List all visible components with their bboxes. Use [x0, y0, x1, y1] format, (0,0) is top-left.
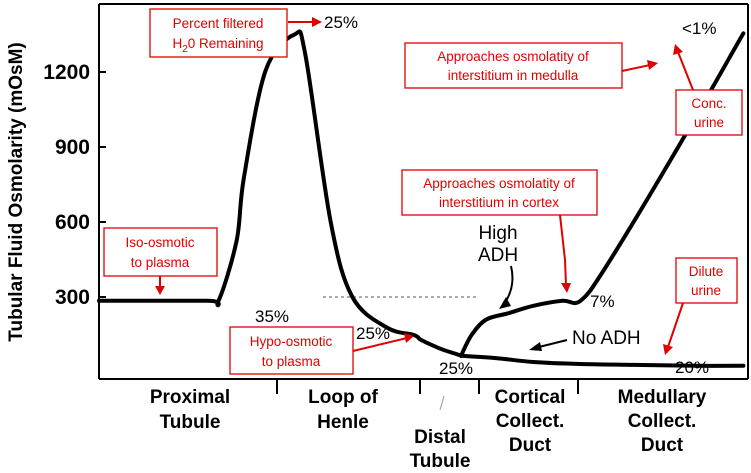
- no-adh-label: No ADH: [572, 328, 641, 349]
- series-line-high-adh: [459, 31, 746, 358]
- annotation-text-line: H20 Remaining: [172, 36, 263, 55]
- annotation-text-line: Conc.: [691, 96, 726, 111]
- series-line-main: [97, 29, 463, 358]
- segment-label-medullary: Medullary Collect. Duct: [618, 387, 707, 456]
- annotation-text-line: interstitium in cortex: [439, 195, 559, 210]
- annotation-text-line: Hypo-osmotic: [250, 334, 333, 349]
- annotation-hypo-osmotic: Hypo-osmotic to plasma: [229, 326, 414, 375]
- percent-label: 35%: [255, 307, 289, 326]
- y-tick-label: 300: [55, 286, 90, 309]
- segment-label-proximal: Proximal Tubule: [150, 387, 230, 433]
- annotation-text-line: urine: [691, 283, 721, 298]
- annotation-text-line: Dilute: [689, 264, 724, 279]
- percent-label: 25%: [324, 13, 358, 32]
- segment-label-cortical: Cortical Collect. Duct: [495, 387, 566, 456]
- no-adh-arrowhead: [529, 342, 542, 351]
- percent-label: 25%: [439, 359, 473, 378]
- no-adh-pointer: [538, 339, 568, 348]
- annotation-text-line: Approaches osmolatity of: [423, 176, 575, 191]
- annotation-text-line: Percent filtered: [173, 16, 264, 31]
- segment-label-distal: Distal Tubule: [410, 427, 471, 472]
- y-axis-label: Tubular Fluid Osmolarity (mOsM): [6, 42, 27, 341]
- series-line-no-adh: [459, 353, 746, 368]
- percent-label: 7%: [590, 292, 615, 311]
- high-adh-label: High ADH: [478, 223, 518, 266]
- annotation-dilute-urine: Dilute urine: [663, 257, 738, 355]
- annotation-medulla: Approaches osmolatity of interstitium in…: [404, 42, 658, 89]
- annotation-percent-filtered: Percent filtered H20 Remaining: [149, 8, 322, 58]
- percent-label: 25%: [356, 324, 390, 343]
- annotation-text-line: Approaches osmolatity of: [437, 49, 589, 64]
- y-tick-label: 1200: [43, 61, 90, 84]
- percent-label: 20%: [675, 358, 709, 377]
- annotation-iso-osmotic: Iso-osmotic to plasma: [103, 227, 218, 295]
- annotation-text-line: interstitium in medulla: [448, 68, 579, 83]
- annotation-text-line: urine: [694, 115, 724, 130]
- annotation-text-line: Iso-osmotic: [125, 235, 194, 250]
- annotation-conc-urine: Conc. urine: [673, 44, 743, 136]
- percent-label: <1%: [682, 19, 717, 38]
- high-adh-arrowhead: [499, 297, 511, 309]
- y-tick-group: 300 600 900 1200: [43, 61, 106, 309]
- segment-label-loop: Loop of Henle: [308, 387, 378, 433]
- annotation-text-line: to plasma: [262, 354, 321, 369]
- annotation-text-line: to plasma: [131, 255, 190, 270]
- y-tick-label: 900: [55, 136, 90, 159]
- y-tick-label: 600: [55, 211, 90, 234]
- distal-pointer-line: [439, 395, 445, 411]
- annotation-cortex: Approaches osmolatity of interstitium in…: [401, 169, 598, 293]
